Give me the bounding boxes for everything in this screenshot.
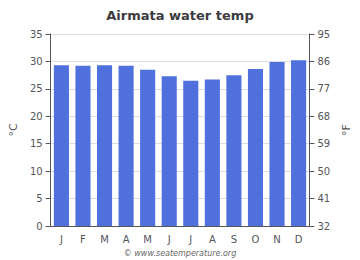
svg-text:A: A <box>209 234 216 245</box>
svg-text:J: J <box>167 234 171 245</box>
svg-text:10: 10 <box>30 166 43 177</box>
svg-text:5: 5 <box>36 193 42 204</box>
svg-text:© www.seatemperature.org: © www.seatemperature.org <box>124 249 236 258</box>
svg-text:25: 25 <box>30 83 43 94</box>
svg-text:Airmata water temp: Airmata water temp <box>106 8 253 23</box>
svg-text:77: 77 <box>317 83 330 94</box>
svg-text:35: 35 <box>30 29 43 40</box>
svg-text:°F: °F <box>340 124 353 136</box>
svg-text:S: S <box>231 234 237 245</box>
svg-text:0: 0 <box>36 221 42 232</box>
svg-text:95: 95 <box>317 29 330 40</box>
svg-text:°C: °C <box>7 123 20 137</box>
svg-text:J: J <box>59 234 63 245</box>
svg-text:D: D <box>295 234 303 245</box>
svg-text:20: 20 <box>30 111 43 122</box>
svg-text:J: J <box>188 234 192 245</box>
svg-text:59: 59 <box>317 138 330 149</box>
svg-text:A: A <box>123 234 130 245</box>
svg-text:30: 30 <box>30 56 43 67</box>
svg-text:M: M <box>100 234 109 245</box>
svg-text:86: 86 <box>317 56 330 67</box>
svg-text:41: 41 <box>317 193 330 204</box>
svg-text:50: 50 <box>317 166 330 177</box>
svg-text:O: O <box>252 234 260 245</box>
svg-text:15: 15 <box>30 138 43 149</box>
svg-text:M: M <box>143 234 152 245</box>
svg-text:68: 68 <box>317 111 330 122</box>
svg-text:F: F <box>80 234 86 245</box>
svg-text:N: N <box>273 234 280 245</box>
svg-text:32: 32 <box>317 221 330 232</box>
